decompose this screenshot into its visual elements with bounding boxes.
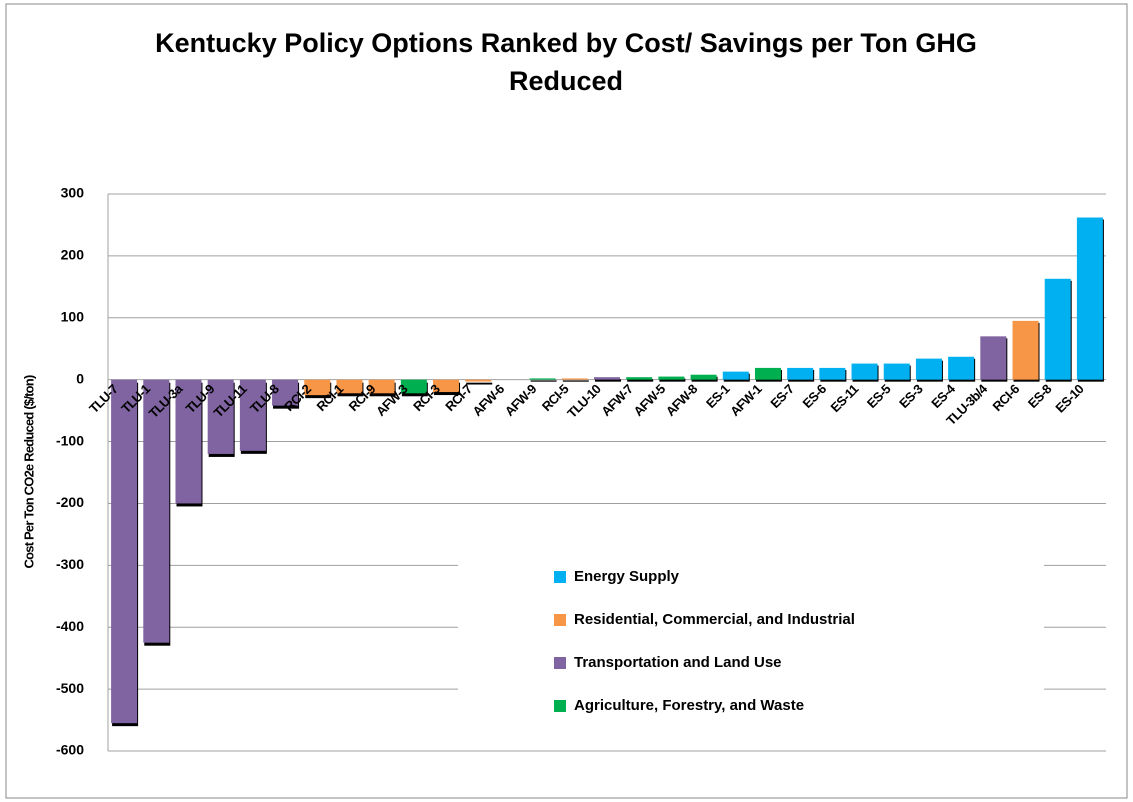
bar-shadow — [530, 380, 557, 382]
bar — [368, 379, 395, 394]
legend-label: Residential, Commercial, and Industrial — [574, 611, 855, 628]
bar — [175, 379, 202, 504]
bar — [883, 363, 910, 380]
bar — [336, 379, 363, 394]
bar — [1076, 217, 1103, 380]
bar — [304, 379, 331, 396]
bar — [111, 379, 138, 724]
legend-swatch — [554, 614, 566, 626]
legend-swatch — [554, 657, 566, 669]
bar-shadow — [627, 379, 654, 382]
y-axis-label: Cost Per Ton CO2e Reduced ($/ton) — [21, 375, 36, 568]
bar — [1012, 320, 1039, 380]
bar — [1044, 278, 1071, 380]
bar — [143, 379, 170, 643]
y-tick-label: -300 — [56, 556, 84, 572]
legend-box — [458, 560, 1044, 720]
bar — [561, 378, 588, 380]
bar — [948, 356, 975, 380]
bar — [658, 376, 685, 380]
bar — [722, 371, 749, 380]
bar — [529, 378, 556, 380]
bar — [207, 379, 234, 454]
bar — [594, 377, 620, 380]
bar — [400, 379, 427, 394]
bar — [819, 367, 846, 380]
bar — [787, 367, 814, 380]
y-tick-label: -400 — [56, 618, 84, 634]
y-tick-label: 0 — [76, 370, 84, 386]
y-tick-label: 100 — [61, 308, 85, 324]
y-tick-label: 300 — [61, 185, 85, 201]
y-tick-label: -500 — [56, 680, 84, 696]
y-tick-label: -600 — [56, 742, 84, 758]
y-tick-label: -100 — [56, 432, 84, 448]
bar-shadow — [466, 382, 493, 385]
legend-label: Energy Supply — [574, 568, 680, 585]
legend-swatch — [554, 571, 566, 583]
bar — [851, 363, 878, 380]
bar — [272, 379, 299, 406]
legend-swatch — [554, 700, 566, 712]
bar — [465, 379, 492, 382]
bar — [980, 336, 1007, 380]
bar — [690, 374, 717, 380]
bar — [915, 358, 942, 380]
bar-shadow — [595, 379, 621, 382]
bar — [754, 367, 781, 380]
bar-shadow — [562, 380, 589, 382]
bar-shadow — [659, 378, 686, 382]
y-tick-label: -200 — [56, 494, 84, 510]
bar — [433, 379, 460, 393]
chart-title: Kentucky Policy Options Ranked by Cost/ … — [155, 28, 977, 96]
bar — [626, 377, 653, 380]
legend-label: Transportation and Land Use — [574, 654, 782, 671]
y-tick-label: 200 — [61, 247, 85, 263]
bar — [239, 379, 266, 451]
legend-label: Agriculture, Forestry, and Waste — [574, 697, 804, 714]
